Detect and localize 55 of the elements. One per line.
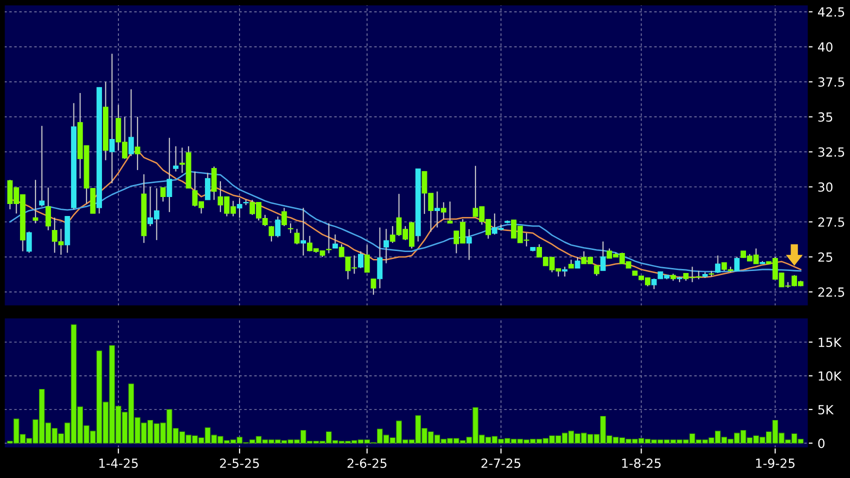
x-tick-label: 1-9-25 [756, 458, 795, 468]
candlestick [715, 254, 721, 274]
y-tick-label: 25 [818, 252, 832, 262]
candlestick [32, 179, 38, 224]
candlestick [128, 88, 134, 157]
candlestick [39, 125, 45, 208]
candlestick [236, 198, 242, 218]
x-tick-label: 2-7-25 [481, 458, 520, 468]
candlestick [377, 226, 383, 289]
candlestick [268, 226, 274, 242]
y-tick-label: 42.5 [818, 7, 844, 17]
candlestick [160, 187, 166, 202]
candlestick [447, 201, 453, 224]
candlestick [600, 240, 606, 272]
y-tick-label: 22.5 [818, 287, 844, 297]
candlestick [574, 256, 580, 269]
candlestick [300, 207, 306, 256]
y-tick-label: 0 [818, 438, 824, 448]
y-tick-label: 27.5 [818, 217, 844, 227]
y-tick-label: 32.5 [818, 147, 844, 157]
x-tick-label: 1-8-25 [622, 458, 661, 468]
candlestick [46, 187, 51, 231]
candlestick [204, 172, 210, 200]
x-tick-label: 1-4-25 [99, 458, 138, 468]
candlestick [384, 228, 389, 264]
candlestick [332, 234, 338, 250]
candlestick [275, 216, 281, 238]
y-tick-label: 30 [818, 182, 832, 192]
x-tick-label: 2-5-25 [220, 458, 259, 468]
candlestick [358, 250, 364, 269]
candlestick [109, 53, 115, 184]
candlestick [434, 190, 440, 228]
y-tick-label: 37.5 [818, 77, 844, 87]
y-tick-label: 40 [818, 42, 832, 52]
candlestick [466, 228, 472, 260]
candlestick [166, 137, 172, 213]
candlestick [173, 146, 178, 172]
x-tick-label: 2-6-25 [348, 458, 386, 468]
y-tick-label: 35 [818, 112, 832, 122]
candlestick [281, 207, 287, 227]
candlestick [594, 265, 600, 276]
y-tick-label: 15K [818, 338, 842, 348]
candlestick [26, 231, 32, 254]
y-tick-label: 10K [818, 371, 842, 381]
candlestick [370, 278, 376, 296]
candlestick [440, 202, 446, 220]
candlestick [562, 266, 568, 278]
candlestick [134, 116, 140, 171]
y-tick-label: 5K [818, 405, 834, 414]
candlestick [364, 244, 370, 273]
candlestick [294, 228, 300, 245]
candlestick [288, 222, 294, 234]
candlestick [734, 256, 740, 272]
candlestick [651, 278, 657, 290]
candlestick [211, 166, 217, 200]
